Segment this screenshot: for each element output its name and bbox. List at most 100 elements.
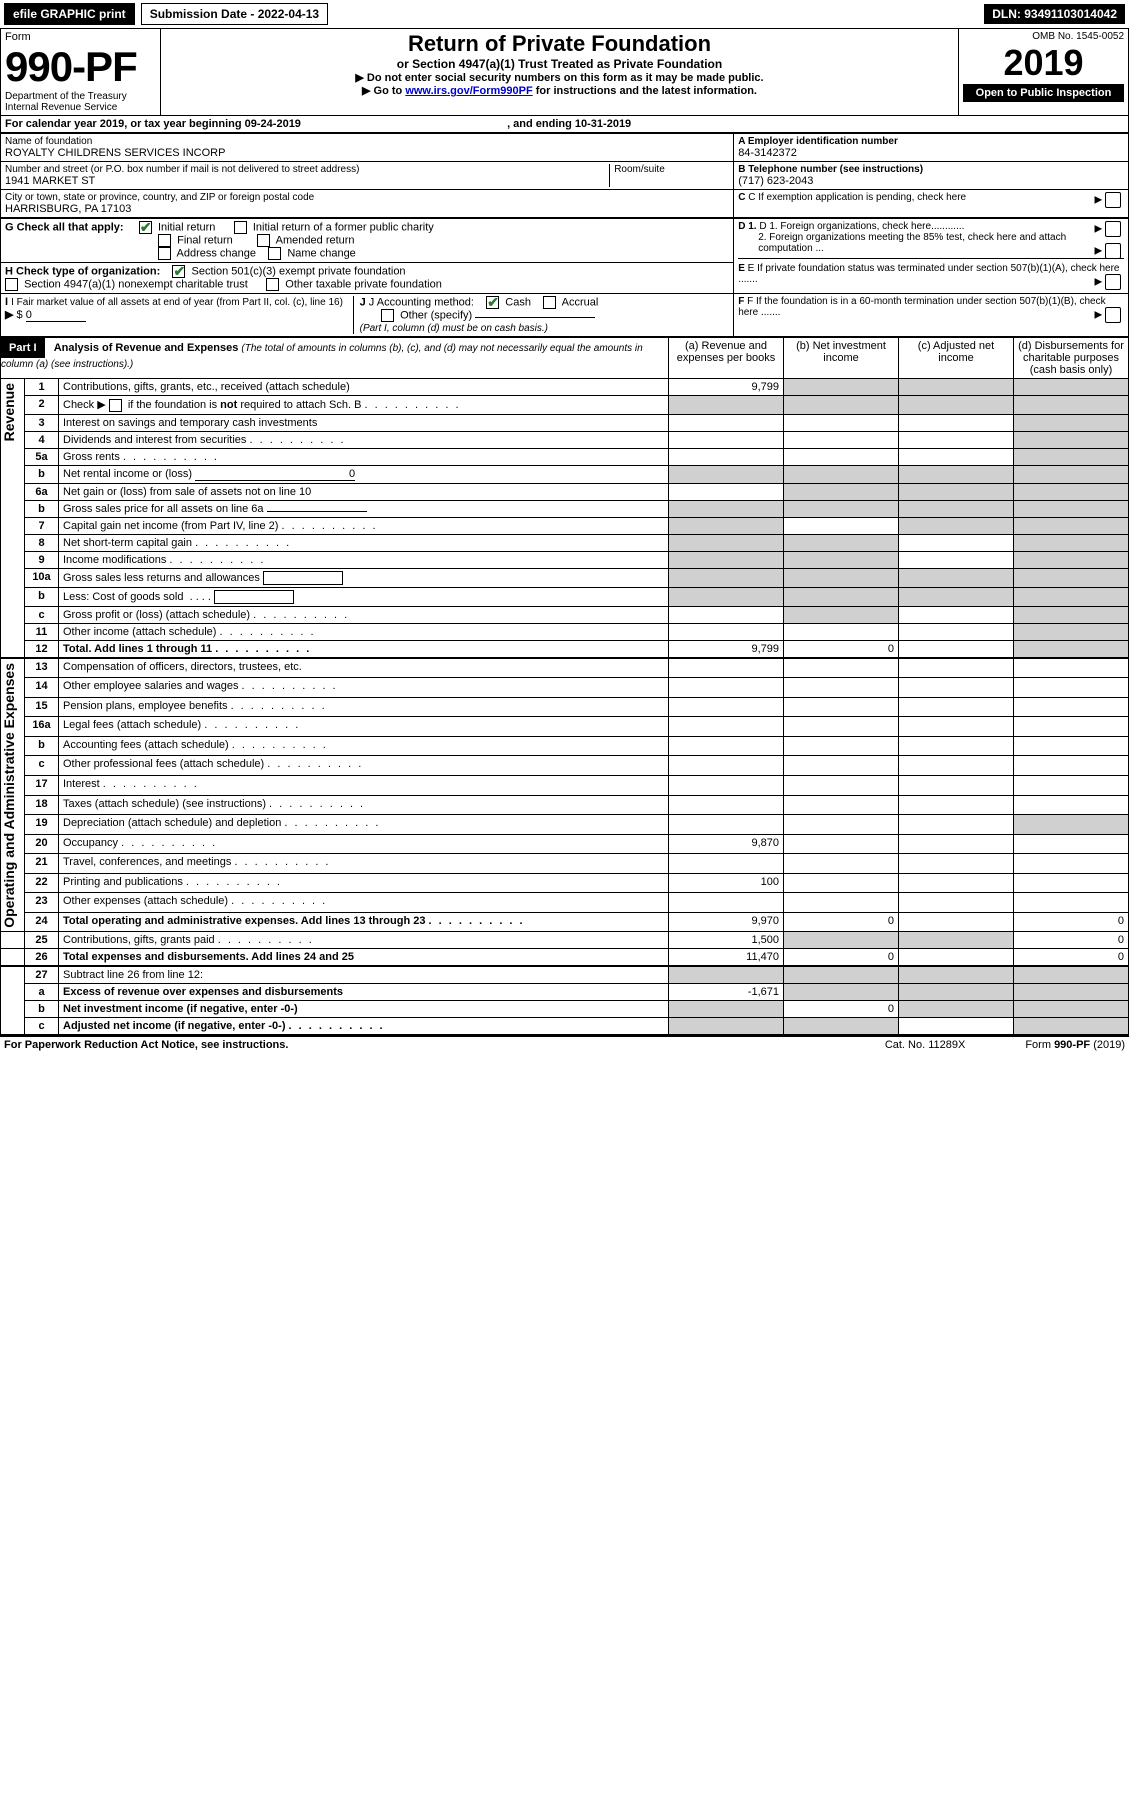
table-row: 3 Interest on savings and temporary cash… bbox=[1, 414, 1129, 431]
c-label-text: C If exemption application is pending, c… bbox=[748, 192, 966, 203]
city-value: HARRISBURG, PA 17103 bbox=[5, 203, 729, 215]
table-row: b Less: Cost of goods sold . . . . bbox=[1, 587, 1129, 606]
note2-post: for instructions and the latest informat… bbox=[533, 85, 757, 97]
ein-value: 84-3142372 bbox=[738, 147, 1124, 159]
dept-label: Department of the Treasury bbox=[5, 91, 156, 102]
row-num: b bbox=[25, 500, 59, 517]
sec4947-checkbox[interactable] bbox=[5, 278, 18, 291]
cat-no: Cat. No. 11289X bbox=[885, 1039, 966, 1051]
address-label: Number and street (or P.O. box number if… bbox=[5, 164, 609, 175]
i-value: 0 bbox=[26, 309, 86, 322]
initial-former-label: Initial return of a former public charit… bbox=[253, 221, 434, 233]
row-val-b: 0 bbox=[784, 949, 899, 967]
row-desc: Adjusted net income (if negative, enter … bbox=[63, 1020, 285, 1032]
row-num: c bbox=[25, 606, 59, 623]
part1-title: Analysis of Revenue and Expenses bbox=[54, 342, 239, 354]
f-text: F If the foundation is in a 60-month ter… bbox=[738, 296, 1105, 318]
cash-label: Cash bbox=[505, 296, 531, 308]
d1-checkbox[interactable] bbox=[1105, 221, 1121, 237]
row-desc: Travel, conferences, and meetings bbox=[63, 856, 231, 868]
e-checkbox[interactable] bbox=[1105, 274, 1121, 290]
amended-checkbox[interactable] bbox=[257, 234, 270, 247]
row-num: 25 bbox=[25, 932, 59, 949]
tax-year: 2019 bbox=[963, 42, 1124, 84]
row-num: 13 bbox=[25, 658, 59, 678]
table-row: 12 Total. Add lines 1 through 11 9,799 0 bbox=[1, 640, 1129, 658]
accrual-label: Accrual bbox=[562, 296, 599, 308]
ein-label: A Employer identification number bbox=[738, 136, 1124, 147]
form-subtitle: or Section 4947(a)(1) Trust Treated as P… bbox=[165, 57, 954, 71]
row-val-a: 9,799 bbox=[669, 379, 784, 396]
row-num: 14 bbox=[25, 678, 59, 698]
row-desc: Gross sales price for all assets on line… bbox=[63, 503, 264, 515]
form-title: Return of Private Foundation bbox=[165, 31, 954, 57]
final-return-checkbox[interactable] bbox=[158, 234, 171, 247]
row-desc: Income modifications bbox=[63, 554, 166, 566]
calyear-mid: , and ending bbox=[507, 118, 575, 130]
row-num: 2 bbox=[25, 396, 59, 415]
row-desc: Net short-term capital gain bbox=[63, 537, 192, 549]
dln-badge: DLN: 93491103014042 bbox=[984, 4, 1125, 24]
cash-checkbox[interactable] bbox=[486, 296, 499, 309]
addr-change-checkbox[interactable] bbox=[158, 247, 171, 260]
row-desc: Check ▶ if the foundation is not require… bbox=[59, 396, 669, 415]
other-taxable-checkbox[interactable] bbox=[266, 278, 279, 291]
d1-label: D 1. D 1. Foreign organizations, check h… bbox=[738, 221, 1124, 232]
table-row: 24 Total operating and administrative ex… bbox=[1, 912, 1129, 932]
row-desc: Gross sales less returns and allowances bbox=[63, 572, 260, 584]
g-label: G Check all that apply: bbox=[5, 221, 124, 233]
row-num: 23 bbox=[25, 893, 59, 913]
table-row: 2 Check ▶ if the foundation is not requi… bbox=[1, 396, 1129, 415]
table-row: a Excess of revenue over expenses and di… bbox=[1, 984, 1129, 1001]
table-row: 26 Total expenses and disbursements. Add… bbox=[1, 949, 1129, 967]
row-val-b: 0 bbox=[784, 1001, 899, 1018]
schb-checkbox[interactable] bbox=[109, 399, 122, 412]
row-desc: Interest bbox=[63, 778, 100, 790]
row-desc: Compensation of officers, directors, tru… bbox=[59, 658, 669, 678]
other-specify-checkbox[interactable] bbox=[381, 309, 394, 322]
col-c-header: (c) Adjusted net income bbox=[899, 338, 1014, 379]
row-num: 26 bbox=[25, 949, 59, 967]
row-val-a: 100 bbox=[669, 873, 784, 893]
table-row: c Gross profit or (loss) (attach schedul… bbox=[1, 606, 1129, 623]
table-row: b Gross sales price for all assets on li… bbox=[1, 500, 1129, 517]
note2-pre: ▶ Go to bbox=[362, 85, 405, 97]
c-checkbox[interactable] bbox=[1105, 192, 1121, 208]
checks-block: G Check all that apply: Initial return I… bbox=[0, 218, 1129, 337]
table-row: b Accounting fees (attach schedule) bbox=[1, 736, 1129, 756]
row-num: 27 bbox=[25, 966, 59, 984]
row-num: 7 bbox=[25, 517, 59, 534]
foundation-name: ROYALTY CHILDRENS SERVICES INCORP bbox=[5, 147, 729, 159]
row-num: c bbox=[25, 756, 59, 776]
table-row: 9 Income modifications bbox=[1, 551, 1129, 568]
instructions-link[interactable]: www.irs.gov/Form990PF bbox=[405, 85, 532, 97]
h-label: H Check type of organization: bbox=[5, 265, 160, 277]
row-desc: Occupancy bbox=[63, 837, 118, 849]
row-desc: Legal fees (attach schedule) bbox=[63, 719, 201, 731]
row-num: 21 bbox=[25, 854, 59, 874]
d2-checkbox[interactable] bbox=[1105, 243, 1121, 259]
table-row: 17 Interest bbox=[1, 775, 1129, 795]
table-row: 5a Gross rents bbox=[1, 448, 1129, 465]
row-val-d: 0 bbox=[1014, 932, 1129, 949]
room-label: Room/suite bbox=[614, 164, 729, 175]
sec4947-label: Section 4947(a)(1) nonexempt charitable … bbox=[24, 278, 248, 290]
page-footer: For Paperwork Reduction Act Notice, see … bbox=[0, 1036, 1129, 1053]
identity-block: Name of foundation ROYALTY CHILDRENS SER… bbox=[0, 133, 1129, 218]
part1-header: Part I Analysis of Revenue and Expenses … bbox=[0, 337, 1129, 1036]
table-row: 20 Occupancy 9,870 bbox=[1, 834, 1129, 854]
d1-text: D 1. Foreign organizations, check here..… bbox=[759, 221, 964, 232]
row-desc: Interest on savings and temporary cash i… bbox=[59, 414, 669, 431]
sec501-checkbox[interactable] bbox=[172, 265, 185, 278]
f-checkbox[interactable] bbox=[1105, 307, 1121, 323]
f-label: F F If the foundation is in a 60-month t… bbox=[738, 296, 1124, 318]
table-row: 16a Legal fees (attach schedule) bbox=[1, 717, 1129, 737]
amended-label: Amended return bbox=[276, 234, 355, 246]
initial-former-checkbox[interactable] bbox=[234, 221, 247, 234]
accrual-checkbox[interactable] bbox=[543, 296, 556, 309]
final-return-label: Final return bbox=[177, 234, 233, 246]
initial-return-checkbox[interactable] bbox=[139, 221, 152, 234]
row-desc: Gross profit or (loss) (attach schedule) bbox=[63, 609, 250, 621]
name-change-checkbox[interactable] bbox=[268, 247, 281, 260]
efile-print-button[interactable]: efile GRAPHIC print bbox=[4, 3, 135, 25]
